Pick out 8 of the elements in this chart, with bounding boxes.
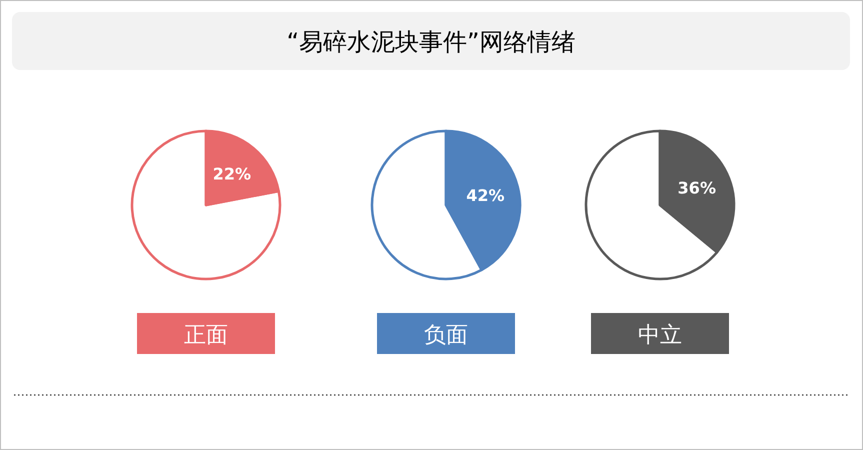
text: 正面 — [184, 323, 228, 348]
pie-slice — [130, 130, 282, 280]
text: “易碎水泥块事件”网络情绪 — [286, 28, 576, 56]
text: 负面 — [424, 323, 468, 348]
data-label: 42% — [466, 186, 505, 205]
text: 中立 — [638, 323, 682, 348]
data-label: 22% — [212, 164, 252, 184]
data-label: 36% — [678, 178, 716, 198]
